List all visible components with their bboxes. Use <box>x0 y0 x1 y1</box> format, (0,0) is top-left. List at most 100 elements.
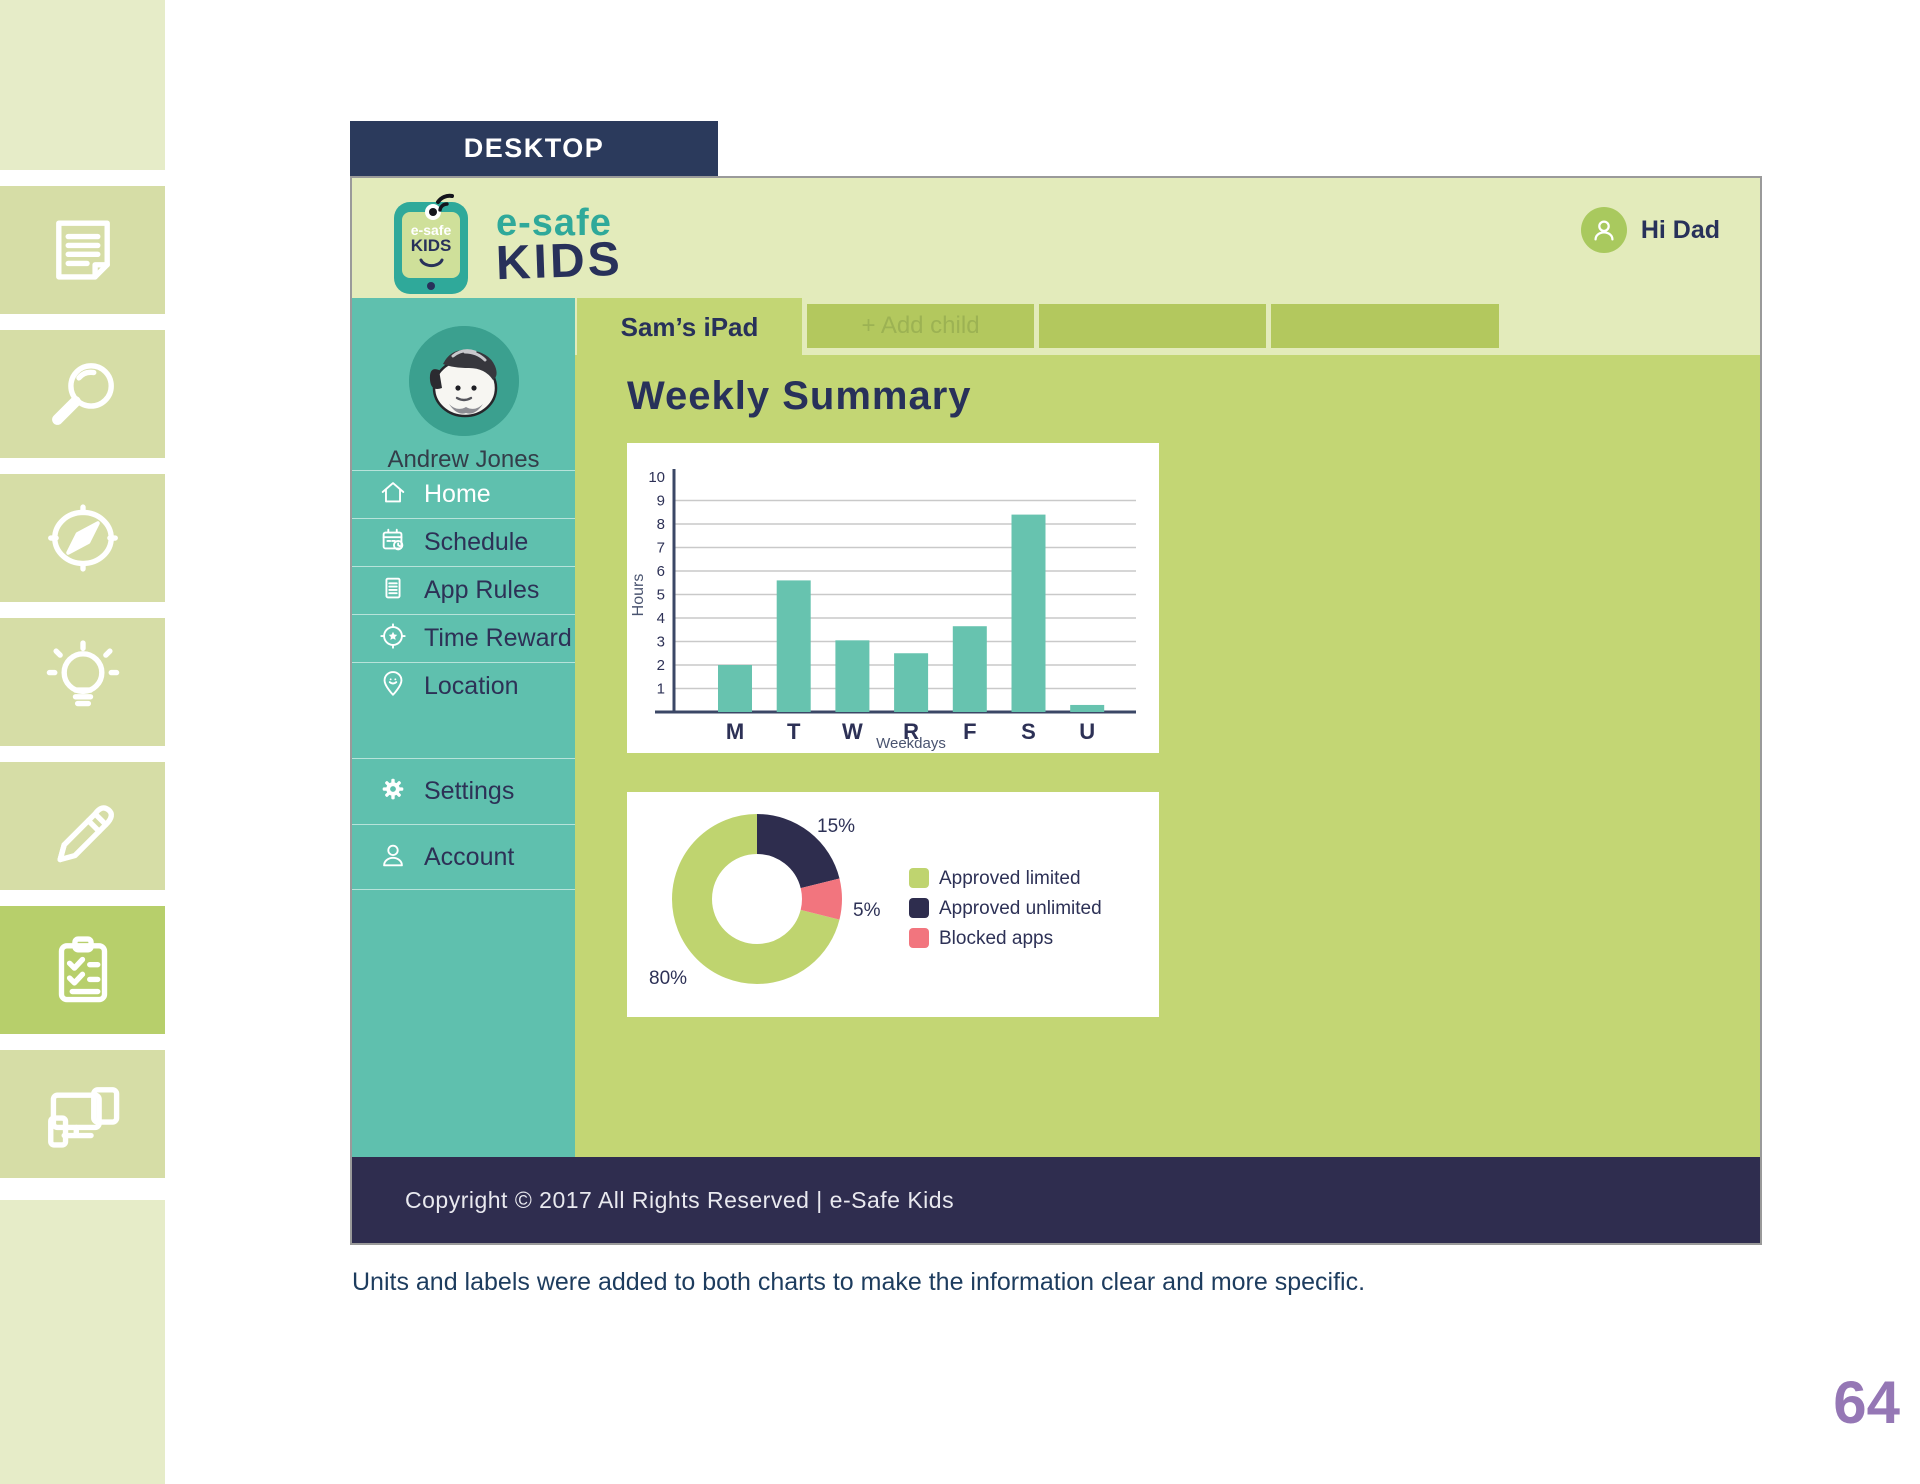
bar-M <box>718 665 752 712</box>
sidebar-nav: Home Schedule App Rules Time Reward Location <box>352 470 575 710</box>
strip-search-icon <box>0 330 165 458</box>
sidebar-item-label: Settings <box>424 777 515 805</box>
app-window: e-safe KIDS e-safe KIDS Hi Dad <box>350 176 1762 1245</box>
logo-wordmark: e-safe KIDS <box>495 188 624 291</box>
legend-label: Approved limited <box>939 868 1081 889</box>
y-axis-label: Hours <box>630 574 647 617</box>
settings-icon <box>378 774 424 809</box>
child-name: Andrew Jones <box>387 446 540 473</box>
sidebar-item-label: Account <box>424 842 515 871</box>
sidebar-item-account[interactable]: Account <box>352 824 575 890</box>
legend-swatch <box>909 868 929 888</box>
strip-document-icon <box>0 186 165 314</box>
strip-compass-icon <box>0 474 165 602</box>
legend-item-approved-unlimited: Approved unlimited <box>909 898 1102 919</box>
app-usage-donut-chart: 80% 15% 5% Approved limited Approved unlimit… <box>649 814 1102 989</box>
logo-phone-icon: e-safe KIDS <box>394 193 468 294</box>
legend-swatch <box>909 898 929 918</box>
svg-text:6: 6 <box>657 563 665 580</box>
strip-spacer-block <box>0 0 165 170</box>
tab-label: + Add child <box>861 312 980 339</box>
logo-name-bottom: KIDS <box>495 232 624 291</box>
svg-text:R: R <box>903 719 919 744</box>
bar-F <box>952 626 987 712</box>
bar-chart-card: 1 2 3 4 5 6 7 8 9 10 M T W R F S U Hours Weekdays <box>627 443 1159 753</box>
sidebar-item-location[interactable]: Location <box>352 662 575 710</box>
legend-label: Approved unlimited <box>939 898 1102 919</box>
strip-devices-icon <box>0 1050 165 1178</box>
window-footer: Copyright © 2017 All Rights Reserved | e… <box>352 1157 1760 1243</box>
donut-chart-card: 80% 15% 5% Approved limited Approved unlimit… <box>627 792 1159 1017</box>
x-axis-label: Weekdays <box>876 735 946 752</box>
user-greeting[interactable]: Hi Dad <box>1580 206 1720 254</box>
donut-segment-blocked-apps <box>672 814 842 984</box>
sidebar-footer-nav: Settings Account <box>352 758 575 890</box>
strip-pencil-icon <box>0 762 165 890</box>
svg-text:7: 7 <box>657 540 665 557</box>
bar-U <box>1070 704 1105 712</box>
page-number: 64 <box>1833 1369 1900 1436</box>
legend-swatch <box>909 928 929 948</box>
sidebar-item-app-rules[interactable]: App Rules <box>352 566 575 614</box>
sidebar: Andrew Jones Home Schedule App Rules Time R… <box>352 298 575 1157</box>
child-avatar <box>409 326 519 436</box>
svg-text:T: T <box>787 719 801 744</box>
svg-text:M: M <box>726 719 744 744</box>
sidebar-item-home[interactable]: Home <box>352 470 575 518</box>
sidebar-item-label: Schedule <box>424 528 529 556</box>
legend-item-blocked-apps: Blocked apps <box>909 928 1053 949</box>
svg-text:4: 4 <box>657 610 665 627</box>
app-logo: e-safe KIDS e-safe KIDS <box>386 188 806 296</box>
greeting-text: Hi Dad <box>1640 215 1720 244</box>
legend-item-approved-limited: Approved limited <box>909 868 1081 889</box>
home-icon <box>378 477 424 512</box>
bar-T <box>776 580 811 712</box>
svg-text:9: 9 <box>657 493 665 510</box>
svg-text:2: 2 <box>657 657 665 674</box>
sidebar-item-settings[interactable]: Settings <box>352 758 575 824</box>
svg-text:1: 1 <box>657 681 665 698</box>
time-reward-icon <box>378 621 424 656</box>
strip-checklist-icon <box>0 906 165 1034</box>
strip-spacer-block <box>0 1200 165 1484</box>
tab-empty-2[interactable] <box>1039 304 1266 348</box>
logo-name-top: e-safe <box>496 202 612 244</box>
donut-percent-label: 5% <box>853 900 881 921</box>
app-header: e-safe KIDS e-safe KIDS Hi Dad <box>352 178 1760 298</box>
svg-text:W: W <box>842 719 863 744</box>
svg-text:5: 5 <box>657 587 665 604</box>
donut-percent-label: 80% <box>649 968 687 989</box>
tab--add-child[interactable]: + Add child <box>807 304 1034 348</box>
tab-label: Sam’s iPad <box>620 311 759 342</box>
sidebar-item-label: Location <box>424 672 519 700</box>
copyright-text: Copyright © 2017 All Rights Reserved | e… <box>405 1186 955 1213</box>
donut-percent-label: 15% <box>817 816 855 837</box>
page-title: Weekly Summary <box>627 374 972 418</box>
legend-label: Blocked apps <box>939 928 1053 949</box>
tab-sam-s-ipad[interactable]: Sam’s iPad <box>577 298 802 356</box>
account-icon <box>378 840 424 875</box>
bar-R <box>894 653 929 712</box>
logo-badge-line1: e-safe <box>411 222 452 238</box>
tab-empty-3[interactable] <box>1271 304 1499 348</box>
app-rules-icon <box>378 573 424 608</box>
side-icon-strip <box>0 0 165 1484</box>
svg-text:10: 10 <box>648 469 665 486</box>
sidebar-item-schedule[interactable]: Schedule <box>352 518 575 566</box>
svg-text:F: F <box>963 719 976 744</box>
desktop-label: DESKTOP <box>463 133 605 163</box>
figure-caption: Units and labels were added to both char… <box>352 1268 1366 1296</box>
logo-badge-line2: KIDS <box>411 236 452 255</box>
user-avatar-icon <box>1580 207 1627 253</box>
sidebar-item-label: App Rules <box>424 576 540 604</box>
bar-S <box>1011 514 1046 712</box>
bar-W <box>835 640 870 712</box>
svg-text:S: S <box>1021 719 1036 744</box>
desktop-label-tab: DESKTOP <box>350 121 718 176</box>
strip-lightbulb-icon <box>0 618 165 746</box>
weekly-bar-chart: 1 2 3 4 5 6 7 8 9 10 M T W R F S U Hours Weekdays <box>630 469 1136 752</box>
svg-text:8: 8 <box>657 516 665 533</box>
schedule-icon <box>378 525 424 560</box>
sidebar-item-time-reward[interactable]: Time Reward <box>352 614 575 662</box>
donut-segment-approved-unlimited <box>672 814 842 984</box>
